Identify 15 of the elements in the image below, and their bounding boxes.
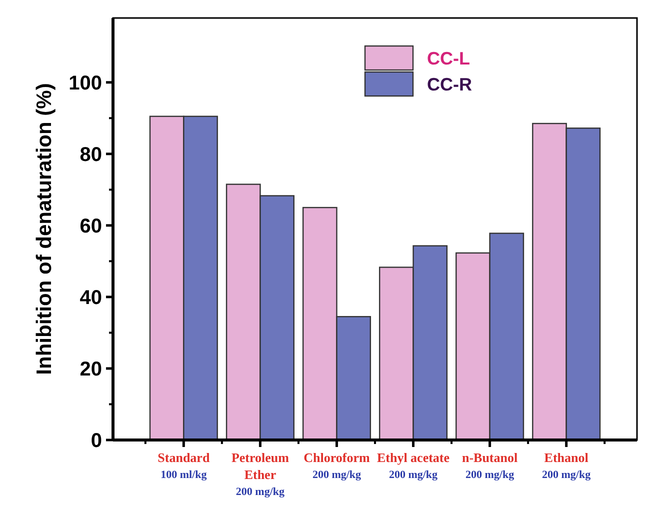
legend-label: CC-R [427,74,472,94]
y-tick-label: 80 [80,144,102,166]
x-tick-label: Ethyl acetate 200 mg/kg [376,450,450,481]
y-tick-label: 0 [90,430,102,452]
x-tick-label: Chloroform 200 mg/kg [304,450,370,481]
legend-label: CC-L [427,48,470,68]
y-tick-label: 40 [80,286,102,309]
y-tick-label: 60 [80,215,102,238]
x-tick-label: Petroleum Ether 200 mg/kg [231,450,290,498]
x-tick-label: n-Butanol 200 mg/kg [462,450,518,481]
x-tick-label: Ethanol 200 mg/kg [542,450,592,481]
y-tick-label: 100 [68,72,102,94]
y-axis-title: Inhibition of denaturation (%) [33,83,56,375]
x-tick-label: Standard 100 ml/kg [158,450,210,481]
y-tick-label: 20 [80,358,102,380]
